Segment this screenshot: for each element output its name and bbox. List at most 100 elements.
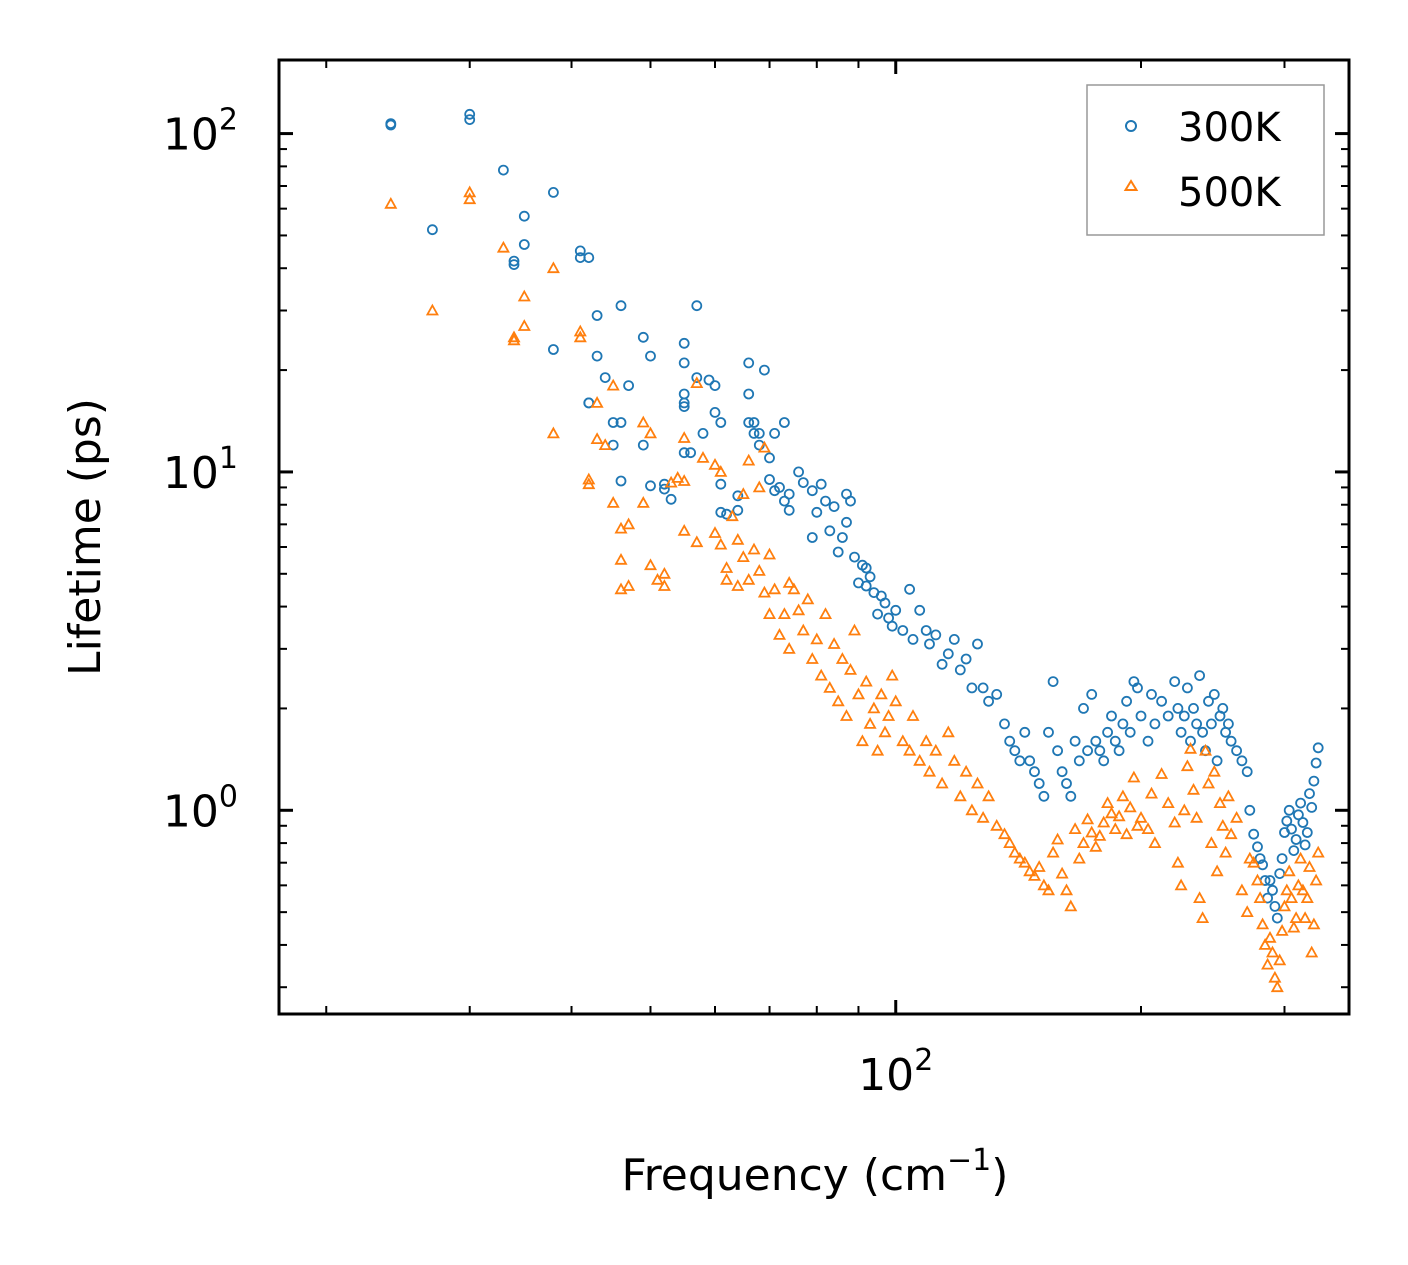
data-point-300K xyxy=(1124,726,1136,738)
data-point-500K xyxy=(1240,905,1254,917)
data-point-500K xyxy=(1177,803,1191,816)
data-point-300K xyxy=(1206,718,1217,730)
data-point-300K xyxy=(904,583,915,595)
points-layer xyxy=(384,108,1325,993)
data-point-300K xyxy=(907,634,919,645)
data-point-500K xyxy=(1089,839,1103,852)
data-point-300K xyxy=(1056,766,1068,778)
data-point-300K xyxy=(659,483,670,495)
data-point-500K xyxy=(606,378,620,391)
data-point-300K xyxy=(793,466,804,478)
data-point-500K xyxy=(546,261,560,274)
data-point-300K xyxy=(508,259,520,271)
data-point-500K xyxy=(959,764,973,777)
data-point-300K xyxy=(1252,841,1263,853)
data-point-300K xyxy=(999,718,1010,730)
data-point-300K xyxy=(709,406,721,418)
data-point-500K xyxy=(1201,776,1216,789)
data-point-500K xyxy=(1064,899,1078,912)
data-point-500K xyxy=(1051,832,1065,845)
data-point-300K xyxy=(815,478,827,490)
data-point-500K xyxy=(896,734,910,747)
data-point-500K xyxy=(1037,878,1051,891)
data-point-300K xyxy=(464,108,476,120)
data-point-500K xyxy=(782,642,796,654)
data-point-300K xyxy=(591,310,603,321)
data-point-300K xyxy=(659,478,670,490)
data-point-500K xyxy=(1101,796,1115,808)
data-point-500K xyxy=(1250,873,1265,886)
data-point-500K xyxy=(463,185,477,198)
data-point-300K xyxy=(623,380,634,392)
data-point-300K xyxy=(1019,726,1031,738)
data-point-300K xyxy=(1286,823,1297,835)
data-point-300K xyxy=(1248,828,1260,840)
data-point-500K xyxy=(863,717,877,729)
data-point-500K xyxy=(1059,883,1074,896)
data-point-300K xyxy=(1295,797,1306,809)
data-point-300K xyxy=(983,695,994,707)
data-point-500K xyxy=(1161,796,1175,808)
legend-box xyxy=(1086,84,1325,236)
data-point-500K xyxy=(1224,827,1238,840)
data-point-500K xyxy=(970,776,985,789)
data-point-300K xyxy=(966,682,978,694)
data-point-500K xyxy=(874,687,888,700)
data-point-500K xyxy=(1296,883,1310,896)
data-point-300K xyxy=(930,629,942,641)
data-point-500K xyxy=(878,725,892,738)
data-point-300K xyxy=(1156,695,1167,707)
data-point-500K xyxy=(1309,873,1323,886)
data-point-300K xyxy=(1182,682,1193,694)
data-point-500K xyxy=(546,426,560,439)
data-point-300K xyxy=(753,427,765,439)
data-point-500K xyxy=(835,652,849,664)
data-point-500K xyxy=(1253,891,1267,903)
data-point-300K xyxy=(759,364,770,376)
data-point-500K xyxy=(757,585,771,598)
data-point-500K xyxy=(885,668,899,681)
data-point-500K xyxy=(1130,818,1145,831)
data-point-300K xyxy=(685,447,696,459)
data-point-300K xyxy=(691,372,703,384)
data-point-500K xyxy=(1289,911,1303,923)
data-point-300K xyxy=(697,427,709,439)
data-point-500K xyxy=(906,709,920,721)
data-point-500K xyxy=(997,827,1012,840)
data-point-500K xyxy=(582,477,596,490)
data-point-300K xyxy=(991,689,1003,700)
data-point-500K xyxy=(714,465,728,477)
data-point-500K xyxy=(677,523,691,536)
data-point-300K xyxy=(860,562,872,574)
data-point-500K xyxy=(1298,911,1312,923)
data-point-500K xyxy=(747,542,761,555)
data-point-300K xyxy=(748,417,760,428)
data-point-300K xyxy=(1106,710,1117,722)
data-point-300K xyxy=(1236,755,1248,767)
data-point-300K xyxy=(1223,718,1234,730)
data-point-500K xyxy=(1123,800,1137,813)
data-point-300K xyxy=(764,474,775,485)
data-point-300K xyxy=(743,417,755,428)
data-point-300K xyxy=(665,493,677,505)
data-point-500K xyxy=(882,709,896,721)
data-point-300K xyxy=(860,580,872,592)
data-point-500K xyxy=(708,457,722,470)
data-point-500K xyxy=(1104,806,1119,819)
data-point-300K xyxy=(678,337,690,349)
data-point-300K xyxy=(837,532,848,543)
data-point-300K xyxy=(1308,775,1320,787)
data-point-500K xyxy=(736,487,750,500)
data-point-500K xyxy=(787,582,801,595)
data-point-300K xyxy=(1293,809,1304,821)
data-point-300K xyxy=(548,344,559,355)
data-point-500K xyxy=(1055,866,1069,879)
data-point-500K xyxy=(1311,845,1325,858)
data-point-300K xyxy=(715,417,727,428)
data-point-500K xyxy=(1023,864,1037,877)
data-point-300K xyxy=(1090,735,1102,747)
data-point-300K xyxy=(583,252,595,264)
data-point-500K xyxy=(1190,810,1204,823)
data-point-500K xyxy=(1305,945,1319,958)
